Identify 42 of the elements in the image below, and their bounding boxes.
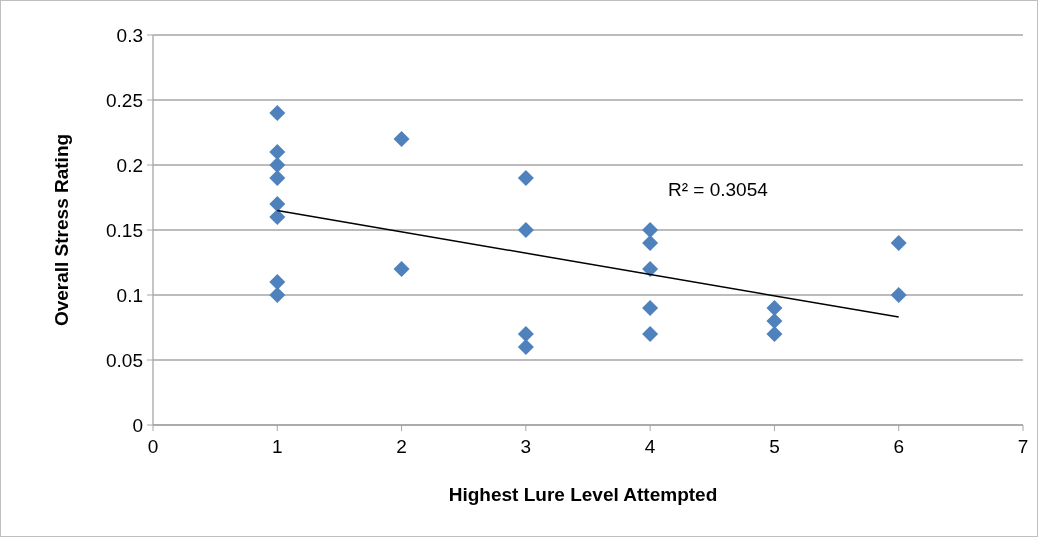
annotation: R² = 0.3054 [668, 179, 769, 200]
x-tick-label: 7 [1017, 436, 1029, 457]
x-tick-label: 0 [147, 436, 159, 457]
y-tick-label: 0.3 [116, 24, 143, 46]
y-tick-label: 0.05 [106, 349, 143, 371]
y-tick-label: 0.1 [116, 284, 143, 306]
point [766, 313, 783, 329]
y-tick-label: 0 [132, 414, 143, 436]
point [642, 326, 659, 342]
point [517, 339, 534, 355]
point [890, 287, 907, 303]
point [766, 326, 783, 342]
point [269, 287, 286, 303]
point [269, 170, 286, 186]
point [269, 157, 286, 173]
point [517, 222, 534, 238]
x-tick-label: 1 [272, 436, 283, 457]
point [269, 144, 286, 160]
x-tick-label: 4 [644, 436, 656, 457]
x-tick-label: 6 [893, 436, 904, 457]
point [642, 300, 659, 316]
point [393, 131, 410, 147]
point [642, 235, 659, 251]
y-tick-label: 0.15 [106, 219, 143, 241]
point [517, 170, 534, 186]
point [269, 274, 286, 290]
y-axis-title: Overall Stress Rating [51, 133, 72, 327]
point [766, 300, 783, 316]
point [393, 261, 410, 277]
y-tick-label: 0.2 [116, 154, 143, 176]
x-tick-label: 3 [520, 436, 532, 457]
x-tick-label: 5 [769, 436, 780, 457]
x-axis-title: Highest Lure Level Attempted [448, 484, 718, 505]
point [269, 105, 286, 121]
point [517, 326, 534, 342]
point [269, 209, 286, 225]
point [642, 261, 659, 277]
point [269, 196, 286, 212]
y-tick-label: 0.25 [106, 89, 143, 111]
x-tick-label: 2 [396, 436, 407, 457]
point [890, 235, 907, 251]
point [642, 222, 659, 238]
